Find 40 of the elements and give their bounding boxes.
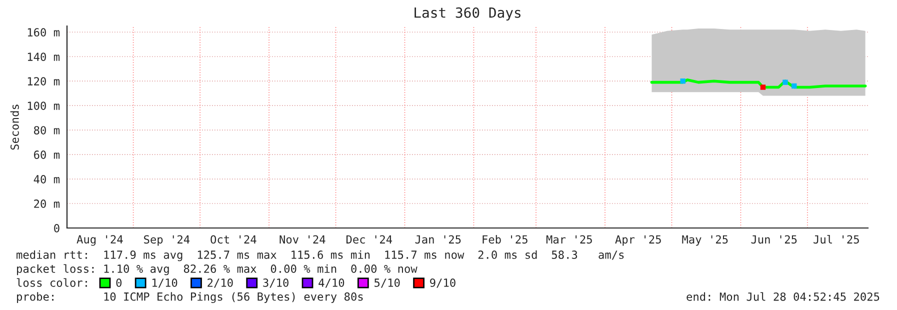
point <box>792 83 797 89</box>
legend-label: 3/10 <box>263 278 288 288</box>
x-tick-label: Jun '25 <box>751 235 797 244</box>
y-tick-label: 60 m <box>34 150 60 159</box>
x-tick-label: Aug '24 <box>76 235 123 246</box>
legend-label: 9/10 <box>430 278 456 288</box>
x-tick-label: Apr '25 <box>615 235 661 246</box>
x-tick-label: Nov '24 <box>280 235 326 244</box>
y-tick-label: 20 m <box>34 200 60 208</box>
x-tick-label: Oct '24 <box>210 235 256 244</box>
point <box>760 84 766 90</box>
x-tick-label: Feb '25 <box>482 235 528 244</box>
point <box>782 80 788 85</box>
legend-label: 2/10 <box>208 278 233 288</box>
point <box>680 78 686 84</box>
y-tick-label: 100 m <box>28 102 60 110</box>
text: probe: 10 ICMP Echo Pings (56 Bytes) every 80s <box>17 292 363 304</box>
text: packet loss: 1.10 % avg 82.26 % max 0.00 % min 0.00 % now <box>17 264 418 276</box>
x-tick-label: Mar '25 <box>546 235 592 244</box>
x-tick-label: May '25 <box>682 235 728 246</box>
x-tick-label: Sep '24 <box>144 235 190 246</box>
legend-label: 4/10 <box>318 278 344 288</box>
x-tick-label: Dec '24 <box>346 235 392 244</box>
y-tick-label: 40 m <box>34 175 60 184</box>
y-tick-label: 80 m <box>34 126 60 134</box>
text: median rtt: 117.9 ms avg 125.7 ms max 115.6 ms min 115.7 ms now 2.0 ms sd 58.3 am/s <box>16 250 624 262</box>
legend-label: 0 <box>116 278 122 287</box>
y-tick-label: 120 m <box>28 77 60 86</box>
chart-title: Last 360 Days <box>414 7 520 21</box>
y-tick-label: 140 m <box>28 52 60 62</box>
y-tick-label: 160 m <box>28 28 60 37</box>
legend-label: 1/10 <box>152 278 178 288</box>
text: end: Mon Jul 28 04:52:45 2025 <box>686 292 880 301</box>
y-axis-title: Seconds <box>10 104 19 150</box>
y-tick-label: 0 <box>54 224 60 232</box>
x-tick-label: Jul '25 <box>814 234 859 244</box>
legend-label: 5/10 <box>374 278 400 288</box>
x-tick-label: Jan '25 <box>415 235 461 244</box>
legend-title: loss color: <box>16 278 87 287</box>
line-series <box>650 78 867 89</box>
